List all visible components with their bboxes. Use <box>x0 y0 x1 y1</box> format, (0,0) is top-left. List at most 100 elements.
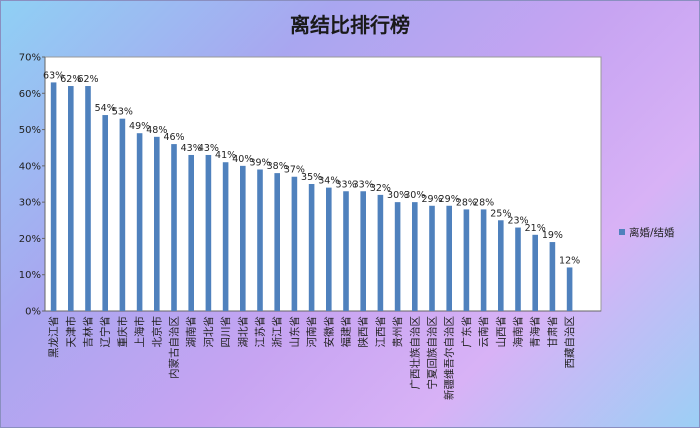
bar <box>102 115 108 311</box>
bar <box>308 184 315 311</box>
bar <box>377 194 384 311</box>
bar <box>498 220 504 311</box>
y-tick-label: 60% <box>19 89 41 100</box>
data-label: 19% <box>542 230 563 241</box>
data-label: 38% <box>267 161 288 172</box>
data-label: 63% <box>43 70 64 81</box>
data-label: 43% <box>181 143 202 154</box>
bar <box>154 136 160 311</box>
y-tick-label: 10% <box>19 270 41 281</box>
data-label: 35% <box>301 172 322 183</box>
x-tick-label: 青海省 <box>529 316 542 348</box>
bar <box>566 267 573 311</box>
bar <box>188 154 194 311</box>
bar <box>205 154 212 311</box>
x-tick-label: 甘肃省 <box>546 316 559 348</box>
bar <box>515 227 521 311</box>
x-tick-label: 河北省 <box>202 316 215 348</box>
data-label: 34% <box>318 176 339 187</box>
data-label: 33% <box>335 179 356 190</box>
data-label: 23% <box>507 216 528 227</box>
data-label: 12% <box>559 255 580 266</box>
x-tick-label: 江西省 <box>374 316 387 348</box>
bar <box>274 173 280 311</box>
bar <box>394 202 401 311</box>
data-label: 30% <box>387 190 408 201</box>
bar <box>429 205 435 311</box>
data-label: 32% <box>370 183 391 194</box>
data-label: 62% <box>60 74 81 85</box>
bar <box>532 234 538 311</box>
y-axis-ticks: 0% 10% 20% 30% 40% 50% 60% 70% <box>19 53 45 318</box>
bar <box>343 191 349 311</box>
x-tick-label: 西藏自治区 <box>563 316 576 369</box>
data-label: 46% <box>163 132 184 143</box>
x-tick-label: 湖南省 <box>185 316 198 348</box>
y-tick-label: 30% <box>19 198 41 209</box>
data-label: 37% <box>284 165 305 176</box>
data-label: 25% <box>490 208 511 219</box>
x-tick-label: 新疆维吾尔自治区 <box>443 316 456 400</box>
data-label: 33% <box>353 179 374 190</box>
bar <box>480 209 487 311</box>
data-label: 30% <box>404 190 425 201</box>
x-axis-ticks: 黑龙江省 天津市 吉林省 辽宁省 重庆市 上海市 北京市 内蒙古自治区 湖南省 河北省 四川省 湖北省… <box>47 316 576 400</box>
legend-swatch <box>619 229 625 235</box>
x-tick-label: 重庆市 <box>116 316 129 348</box>
x-tick-label: 海南省 <box>512 316 525 348</box>
x-tick-label: 广东省 <box>460 316 473 348</box>
x-tick-label: 上海市 <box>133 316 146 348</box>
data-label: 21% <box>525 223 546 234</box>
legend-label: 离婚/结婚 <box>629 226 675 239</box>
y-tick-label: 50% <box>19 125 41 136</box>
x-tick-label: 贵州省 <box>391 316 404 348</box>
data-label: 54% <box>95 103 116 114</box>
data-labels: 63%62%62%54%53%49%48%46%43%43%41%40%39%3… <box>43 70 580 266</box>
x-tick-label: 广西壮族自治区 <box>408 316 421 390</box>
x-tick-label: 山东省 <box>288 316 301 348</box>
data-label: 43% <box>198 143 219 154</box>
data-label: 39% <box>249 157 270 168</box>
bar <box>360 191 366 311</box>
data-label: 53% <box>112 107 133 118</box>
x-tick-label: 安徽省 <box>322 316 335 348</box>
data-label: 40% <box>232 154 253 165</box>
x-tick-label: 北京市 <box>150 316 163 348</box>
bar <box>50 82 57 312</box>
legend: 离婚/结婚 <box>619 226 675 239</box>
x-tick-label: 天津市 <box>64 316 77 348</box>
bar <box>326 187 332 311</box>
data-label: 29% <box>421 194 442 205</box>
data-label: 28% <box>456 197 477 208</box>
data-label: 62% <box>77 74 98 85</box>
bar <box>119 118 126 311</box>
bar <box>222 162 229 311</box>
bar <box>412 202 418 311</box>
bar <box>68 86 74 312</box>
y-tick-label: 0% <box>25 307 41 318</box>
data-label: 28% <box>473 197 494 208</box>
y-tick-label: 40% <box>19 161 41 172</box>
bars <box>50 82 573 312</box>
data-label: 48% <box>146 125 167 136</box>
x-tick-label: 宁夏回族自治区 <box>426 316 439 390</box>
data-label: 41% <box>215 150 236 161</box>
bar <box>257 169 263 311</box>
y-tick-label: 20% <box>19 234 41 245</box>
x-tick-label: 江苏省 <box>254 316 267 348</box>
x-tick-label: 黑龙江省 <box>47 316 60 358</box>
x-tick-label: 内蒙古自治区 <box>168 316 181 379</box>
x-tick-label: 陕西省 <box>357 316 370 348</box>
bar <box>240 165 246 311</box>
data-label: 49% <box>129 121 150 132</box>
x-tick-label: 山西省 <box>494 316 507 348</box>
chart-title: 离结比排行榜 <box>290 13 410 37</box>
x-tick-label: 辽宁省 <box>99 316 112 348</box>
x-tick-label: 福建省 <box>340 316 353 348</box>
bar <box>446 205 452 311</box>
x-tick-label: 吉林省 <box>82 316 95 348</box>
bar <box>463 209 470 311</box>
bar <box>291 176 298 311</box>
bar <box>85 86 91 312</box>
